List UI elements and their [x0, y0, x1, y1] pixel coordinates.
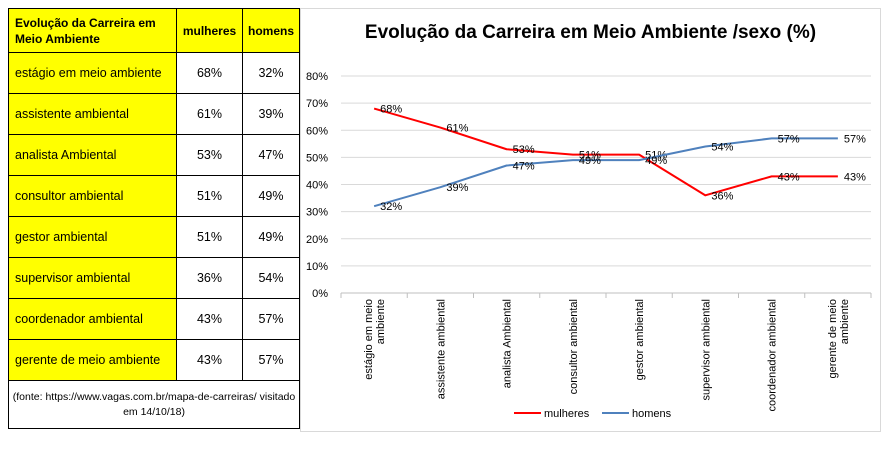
table-row: consultor ambiental 51% 49%	[8, 175, 300, 217]
row-category: coordenador ambiental	[8, 298, 177, 340]
header-women: mulheres	[176, 8, 243, 53]
table-row: supervisor ambiental 36% 54%	[8, 257, 300, 299]
data-label-homens: 54%	[711, 142, 733, 154]
row-women: 51%	[176, 175, 243, 217]
data-label-homens: 47%	[513, 161, 535, 173]
source-row: (fonte: https://www.vagas.com.br/mapa-de…	[8, 380, 300, 429]
data-label-homens: 39%	[446, 182, 468, 194]
table-row: gestor ambiental 51% 49%	[8, 216, 300, 258]
data-label-mulheres: 43%	[778, 171, 800, 183]
row-men: 49%	[242, 216, 300, 258]
x-tick-label: analista Ambiental	[502, 299, 514, 388]
series-line-homens	[373, 137, 838, 208]
row-category: gerente de meio ambiente	[8, 339, 177, 381]
header-men: homens	[242, 8, 300, 53]
row-women: 36%	[176, 257, 243, 299]
y-tick-label: 40%	[306, 180, 328, 192]
row-women: 43%	[176, 339, 243, 381]
line-chart: Evolução da Carreira em Meio Ambiente /s…	[300, 8, 881, 432]
chart-plot: 0% 10% 20% 30% 40% 50% 60% 70% 80% estágio em mei…	[306, 71, 872, 420]
row-category: gestor ambiental	[8, 216, 177, 258]
y-tick-label: 80%	[306, 71, 328, 83]
row-men: 32%	[242, 52, 300, 94]
row-men: 49%	[242, 175, 300, 217]
y-tick-label: 0%	[312, 288, 328, 300]
y-tick-label: 60%	[306, 125, 328, 137]
career-table: Evolução da Carreira em Meio Ambiente mu…	[8, 8, 300, 429]
data-label-homens: 32%	[380, 201, 402, 213]
x-tick-label: gestor ambiental	[634, 299, 646, 380]
table-row: analista Ambiental 53% 47%	[8, 134, 300, 176]
x-tick-label: coordenador ambiental	[767, 299, 779, 412]
series-line-mulheres	[373, 107, 838, 197]
x-tick-label: gerente de meioambiente	[827, 299, 851, 379]
data-label-homens: 49%	[645, 155, 667, 167]
y-tick-label: 30%	[306, 207, 328, 219]
source-note: (fonte: https://www.vagas.com.br/mapa-de…	[8, 380, 300, 429]
y-tick-label: 10%	[306, 261, 328, 273]
table-row: estágio em meio ambiente 68% 32%	[8, 52, 300, 94]
row-men: 47%	[242, 134, 300, 176]
data-label-mulheres: 68%	[380, 104, 402, 116]
row-women: 53%	[176, 134, 243, 176]
row-category: estágio em meio ambiente	[8, 52, 177, 94]
legend-label: homens	[632, 408, 672, 420]
x-tick-label: estágio em meioambiente	[363, 299, 387, 380]
table-row: assistente ambiental 61% 39%	[8, 93, 300, 135]
row-men: 57%	[242, 339, 300, 381]
data-label-homens: 57%	[844, 133, 866, 145]
table-row: coordenador ambiental 43% 57%	[8, 298, 300, 340]
x-tick-label: consultor ambiental	[568, 299, 580, 394]
header-category: Evolução da Carreira em Meio Ambiente	[8, 8, 177, 53]
row-category: consultor ambiental	[8, 175, 177, 217]
row-men: 54%	[242, 257, 300, 299]
legend-label: mulheres	[544, 408, 590, 420]
data-label-mulheres: 61%	[446, 123, 468, 135]
row-women: 68%	[176, 52, 243, 94]
x-tick-label: supervisor ambiental	[700, 299, 712, 401]
chart-title: Evolução da Carreira em Meio Ambiente /s…	[364, 22, 817, 43]
y-tick-label: 70%	[306, 98, 328, 110]
row-men: 39%	[242, 93, 300, 135]
row-women: 61%	[176, 93, 243, 135]
table-row: gerente de meio ambiente 43% 57%	[8, 339, 300, 381]
data-label-homens: 57%	[778, 133, 800, 145]
data-label-mulheres: 36%	[711, 190, 733, 202]
data-label-mulheres: 51%	[579, 150, 601, 162]
row-men: 57%	[242, 298, 300, 340]
row-category: assistente ambiental	[8, 93, 177, 135]
row-women: 51%	[176, 216, 243, 258]
data-label-homens: 49%	[579, 155, 601, 167]
x-tick-label: assistente ambiental	[435, 299, 447, 399]
row-category: supervisor ambiental	[8, 257, 177, 299]
y-tick-label: 20%	[306, 234, 328, 246]
data-label-mulheres: 43%	[844, 171, 866, 183]
row-category: analista Ambiental	[8, 134, 177, 176]
table-header-row: Evolução da Carreira em Meio Ambiente mu…	[8, 8, 300, 53]
y-tick-label: 50%	[306, 152, 328, 164]
data-label-mulheres: 53%	[513, 144, 535, 156]
row-women: 43%	[176, 298, 243, 340]
